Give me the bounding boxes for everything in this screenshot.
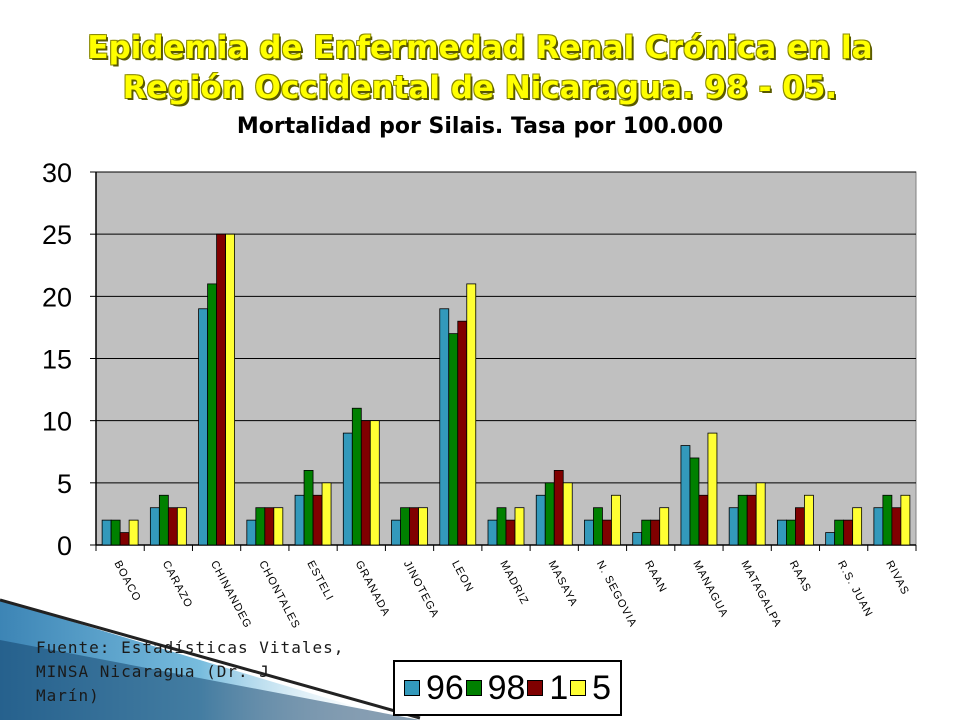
legend-label-98: 98 [487, 668, 526, 707]
legend-label-96: 96 [425, 668, 464, 707]
title-line-1: Epidemia de Enfermedad Renal Crónica en … [87, 30, 873, 66]
legend-label-5: 5 [592, 668, 612, 707]
bar-5 [659, 507, 670, 546]
bar-5 [900, 494, 911, 546]
bar-5 [321, 482, 332, 546]
y-tick-label: 15 [42, 345, 72, 375]
bar-5 [562, 482, 573, 546]
bar-5 [176, 507, 187, 546]
legend-item: 5 [570, 669, 611, 708]
legend-swatch-1 [527, 680, 544, 696]
legend-label-1: 1 [549, 668, 569, 707]
legend-item: 96 [403, 668, 464, 708]
source-note: Fuente: Estadísticas Vitales, MINSA Nica… [36, 636, 376, 708]
bar-5 [369, 420, 380, 546]
bar-5 [755, 482, 766, 546]
y-tick-label: 25 [42, 220, 72, 250]
title-line-2: Región Occidental de Nicaragua. 98 - 05. [122, 70, 838, 106]
source-line-2: MINSA Nicaragua (Dr. J [36, 662, 270, 681]
y-tick-label: 20 [42, 282, 72, 312]
bar-5 [707, 432, 718, 546]
bar-5 [128, 519, 139, 546]
chart-title: Epidemia de Enfermedad Renal Crónica en … [0, 28, 960, 108]
bar-5 [514, 507, 525, 546]
legend-item: 98 [465, 668, 526, 708]
bar-5 [611, 494, 621, 546]
y-tick-label: 30 [42, 158, 72, 188]
legend-swatch-98 [465, 680, 482, 696]
legend-swatch-96 [403, 680, 420, 696]
chart-subtitle: Mortalidad por Silais. Tasa por 100.000 [236, 114, 724, 139]
chart-legend: 96 98 1 5 [393, 660, 622, 716]
y-tick-label: 10 [42, 407, 72, 437]
y-tick-label: 0 [57, 531, 72, 561]
bar-5 [273, 507, 284, 546]
source-line-3: Marín) [36, 686, 100, 705]
bar-5 [418, 507, 428, 546]
bar-5 [466, 283, 477, 546]
bar-5 [804, 494, 814, 546]
bar-5 [225, 233, 235, 546]
legend-item: 1 [527, 669, 568, 708]
legend-swatch-5 [570, 680, 587, 696]
y-tick-label: 5 [57, 469, 72, 499]
bar-5 [852, 507, 863, 546]
source-line-1: Fuente: Estadísticas Vitales, [36, 638, 345, 657]
